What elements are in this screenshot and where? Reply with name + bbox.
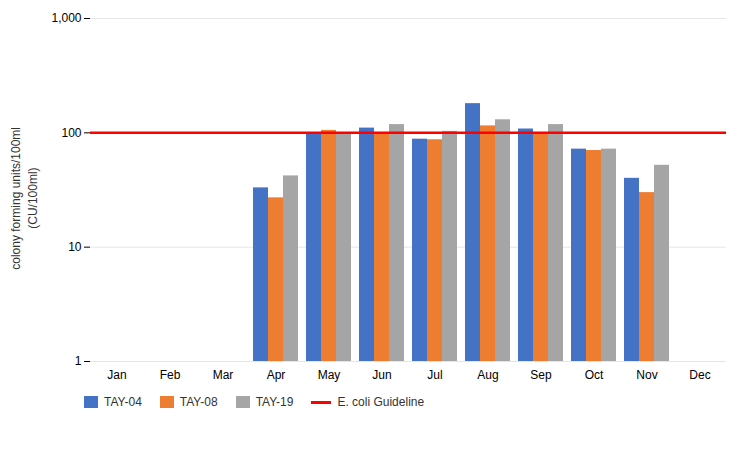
html-text:TAY-04: TAY-04: [104, 395, 142, 409]
svg-text:Aug: Aug: [477, 368, 498, 382]
svg-text:Nov: Nov: [636, 368, 657, 382]
svg-text:1: 1: [74, 354, 81, 368]
svg-text:Oct: Oct: [584, 368, 603, 382]
svg-text:Mar: Mar: [212, 368, 233, 382]
svg-text:Apr: Apr: [266, 368, 285, 382]
svg-text:Dec: Dec: [689, 368, 710, 382]
html-text:TAY-08: TAY-08: [179, 395, 218, 409]
html-text:TAY-19: TAY-19: [255, 395, 294, 409]
svg-text:Jun: Jun: [372, 368, 391, 382]
svg-text:Feb: Feb: [159, 368, 180, 382]
svg-text:100: 100: [61, 126, 81, 140]
html-text:E. coli Guideline: E. coli Guideline: [337, 395, 425, 409]
svg-text:May: May: [317, 368, 340, 382]
svg-text:10: 10: [68, 240, 82, 254]
svg-text:Jul: Jul: [427, 368, 442, 382]
svg-text:1,000: 1,000: [51, 11, 81, 25]
html-text:colony forming units/100ml (CU: colony forming units/100ml (CU/100ml): [9, 127, 40, 270]
svg-text:Sep: Sep: [530, 368, 552, 382]
svg-text:Jan: Jan: [107, 368, 126, 382]
